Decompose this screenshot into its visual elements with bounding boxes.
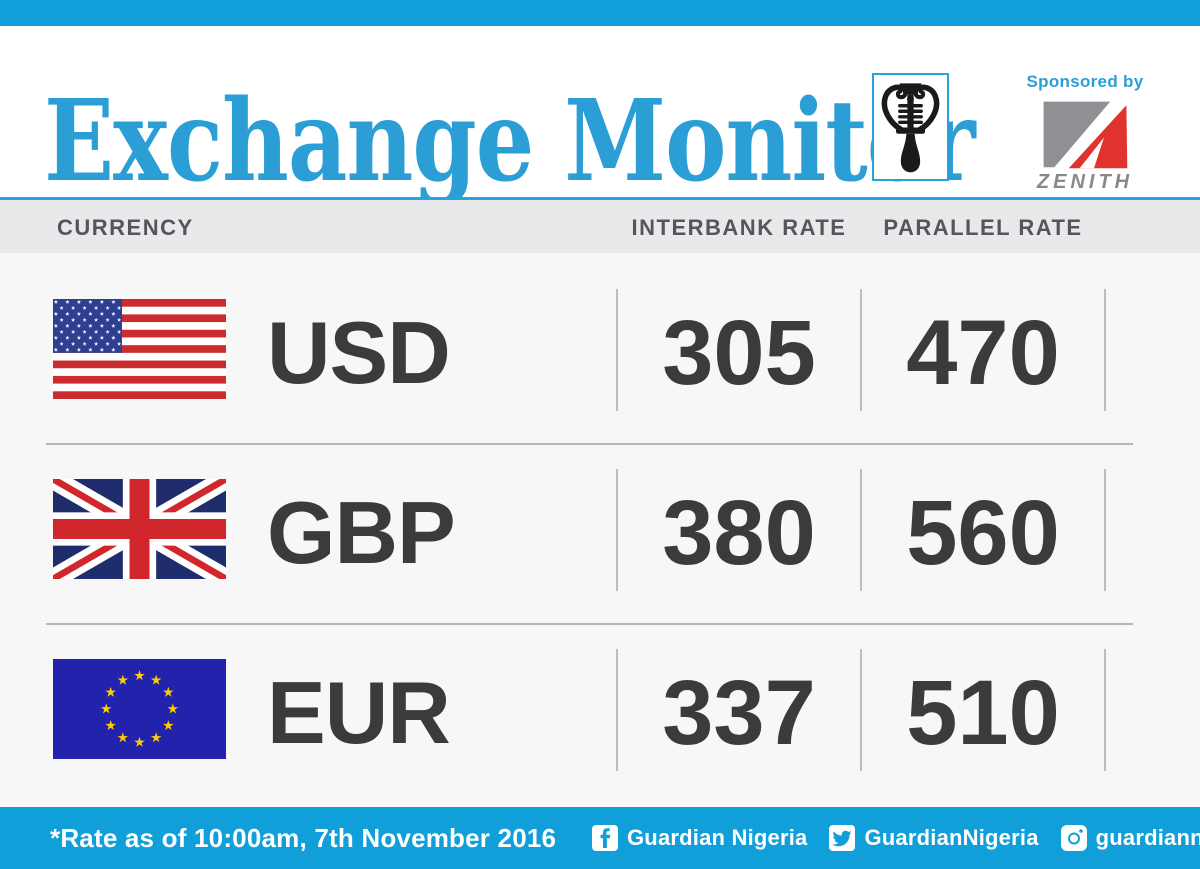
interbank-rate-value: 305 — [662, 302, 816, 404]
zenith-wordmark: ZENITH — [1036, 171, 1134, 193]
interbank-rate-value: 337 — [662, 662, 816, 764]
column-divider — [1104, 469, 1106, 591]
column-header-interbank-rate: INTERBANK RATE — [631, 215, 847, 240]
column-divider — [616, 289, 618, 411]
eu-flag-icon — [53, 659, 226, 759]
column-divider — [860, 649, 862, 771]
parallel-rate-value: 560 — [906, 482, 1060, 584]
column-divider — [1104, 289, 1106, 411]
social-handle: guardiannigeria — [1095, 825, 1200, 850]
facebook-icon — [592, 825, 618, 851]
uk-flag-icon — [53, 479, 226, 579]
interbank-rate-value: 380 — [662, 482, 816, 584]
table-row-gbp: GBP 380 560 — [0, 439, 1200, 619]
accent-divider-line — [0, 197, 1200, 200]
currency-code: GBP — [267, 483, 456, 582]
column-divider — [860, 469, 862, 591]
guardian-logo-box — [872, 73, 949, 181]
social-handles: Guardian Nigeria GuardianNigeria guardia… — [592, 807, 1200, 869]
rate-timestamp-note: *Rate as of 10:00am, 7th November 2016 — [50, 823, 557, 853]
footer-bar: *Rate as of 10:00am, 7th November 2016 G… — [0, 807, 1200, 869]
parallel-rate-value: 510 — [906, 662, 1060, 764]
row-separator — [46, 443, 1133, 445]
instagram-icon — [1060, 825, 1087, 851]
column-divider — [860, 289, 862, 411]
twitter-icon — [829, 825, 856, 851]
table-row-eur: EUR 337 510 — [0, 619, 1200, 799]
table-row-usd: USD 305 470 — [0, 259, 1200, 439]
guardian-emblem-icon — [881, 82, 945, 172]
column-divider — [616, 649, 618, 771]
column-header-parallel-rate: PARALLEL RATE — [883, 215, 1083, 240]
facebook-handle: Guardian Nigeria — [592, 825, 807, 851]
usa-flag-icon — [53, 299, 226, 399]
sponsored-by-label: Sponsored by — [1026, 72, 1144, 91]
column-header-currency: CURRENCY — [57, 215, 194, 240]
row-separator — [46, 623, 1133, 625]
twitter-handle: GuardianNigeria — [829, 825, 1038, 851]
zenith-logo-icon — [1043, 101, 1128, 169]
column-divider — [1104, 649, 1106, 771]
instagram-handle: guardiannigeria — [1060, 825, 1200, 851]
currency-code: EUR — [267, 663, 451, 762]
table-header: CURRENCY INTERBANK RATE PARALLEL RATE — [0, 200, 1200, 253]
masthead: Exchange Monitor — [0, 26, 1200, 203]
currency-code: USD — [267, 303, 451, 402]
column-divider — [616, 469, 618, 591]
parallel-rate-value: 470 — [906, 302, 1060, 404]
top-accent-bar — [0, 0, 1200, 26]
social-handle: Guardian Nigeria — [627, 825, 808, 850]
social-handle: GuardianNigeria — [864, 825, 1039, 850]
sponsor-block: Sponsored by ZENITH — [995, 72, 1175, 194]
page-title: Exchange Monitor — [44, 75, 976, 207]
